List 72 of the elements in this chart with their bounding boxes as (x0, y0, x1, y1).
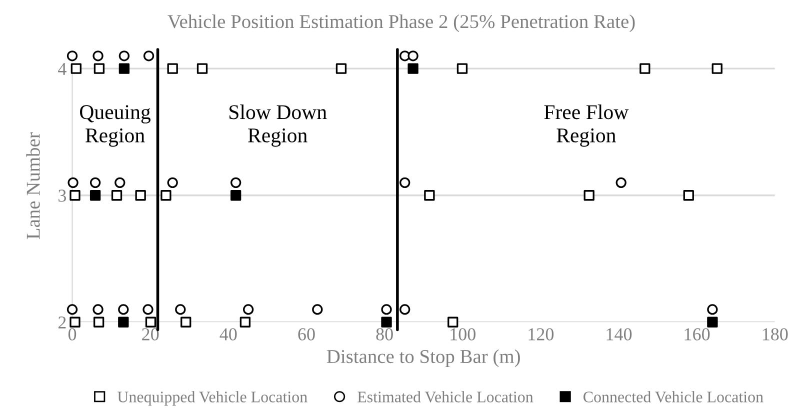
point (111, 190, 122, 201)
x-tick-label: 120 (528, 328, 554, 340)
point (70, 316, 80, 328)
point (408, 63, 418, 74)
point (230, 190, 242, 201)
point (400, 177, 410, 188)
point (70, 190, 80, 201)
point (94, 63, 105, 74)
point (180, 316, 192, 328)
x-tick-label: 40 (220, 328, 237, 340)
x-tick-label: 100 (450, 328, 476, 340)
point (616, 177, 626, 188)
legend-label: Connected Vehicle Location (584, 391, 764, 402)
point (135, 190, 146, 201)
y-tick-label: 4 (58, 62, 66, 75)
chart-title: Vehicle Position Estimation Phase 2 (25% Penetration Rate) (168, 14, 635, 32)
point (242, 304, 254, 315)
point (90, 177, 101, 188)
x-tick-label: 60 (298, 328, 315, 340)
point (118, 316, 129, 328)
x-tick-label: 180 (762, 328, 788, 340)
point (196, 63, 208, 74)
y-tick-label: 2 (58, 316, 66, 328)
point (143, 50, 154, 62)
point (167, 63, 178, 74)
point (93, 316, 104, 328)
point (448, 316, 458, 328)
annotation: Slow Down Region (230, 104, 327, 147)
point (66, 50, 78, 62)
x-tick-label: 160 (684, 328, 710, 340)
point (683, 190, 694, 201)
point (118, 304, 129, 315)
point (66, 304, 78, 315)
point (640, 63, 650, 74)
point (240, 316, 251, 328)
point (175, 304, 186, 315)
point (336, 63, 347, 74)
point (381, 316, 392, 328)
x-tick-label: 140 (606, 328, 632, 340)
point (707, 316, 718, 328)
y-tick-label: 3 (58, 190, 66, 202)
point (68, 177, 78, 188)
point (381, 304, 392, 315)
point (92, 50, 104, 62)
point (167, 177, 178, 188)
legend-label: Unequipped Vehicle Location (118, 391, 308, 406)
point (160, 190, 172, 201)
point (707, 304, 718, 315)
point (408, 50, 418, 62)
point (424, 190, 435, 201)
point (456, 63, 468, 74)
point (230, 177, 242, 188)
annotation: Queuing Region (80, 105, 150, 147)
point (584, 190, 594, 201)
x-tick-label: 80 (376, 328, 393, 340)
point (114, 177, 126, 188)
y-axis-title: Lane Number (26, 132, 40, 240)
point (145, 316, 156, 328)
point (142, 304, 154, 315)
point (118, 63, 130, 74)
x-tick-label: 20 (142, 328, 159, 340)
x-tick-label: 0 (68, 328, 76, 340)
point (90, 190, 101, 201)
point (70, 63, 82, 74)
point (312, 304, 323, 315)
point (92, 304, 104, 315)
x-axis-title: Distance to Stop Bar (m) (326, 349, 520, 368)
point (400, 304, 410, 315)
point (712, 63, 722, 74)
point (118, 50, 130, 62)
annotation: Free Flow Region (544, 104, 629, 147)
legend-label: Estimated Vehicle Location (358, 391, 534, 402)
